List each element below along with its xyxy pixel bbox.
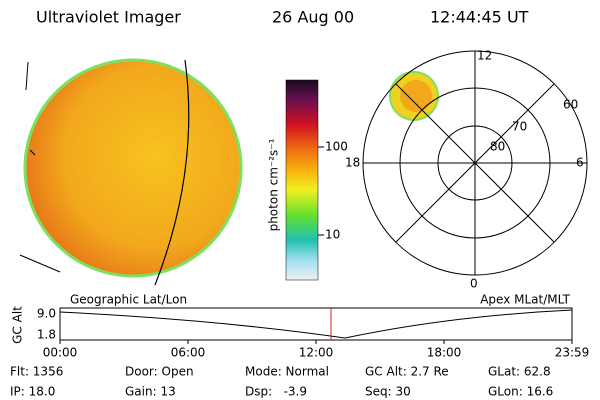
title: Ultraviolet Imager <box>36 8 181 27</box>
status-field: Dsp: -3.9 <box>245 385 307 399</box>
status-field: Door: Open <box>125 365 194 379</box>
colorbar-label: photon cm⁻²s⁻¹ <box>267 138 281 231</box>
track-left-label: Geographic Lat/Lon <box>70 293 187 307</box>
track-y-tick: 9.0 <box>37 307 56 321</box>
track-x-tick: 06:00 <box>171 346 206 360</box>
track-x-tick: 18:00 <box>427 346 462 360</box>
lat-label: 80 <box>490 140 505 154</box>
colorbar <box>285 79 319 281</box>
track-y-label: GC Alt <box>11 306 25 344</box>
mlt-label: 0 <box>470 277 478 291</box>
mlt-label: 6 <box>576 156 584 170</box>
status-field: GLat: 62.8 <box>488 365 551 379</box>
status-field: GC Alt: 2.7 Re <box>365 365 449 379</box>
time: 12:44:45 UT <box>430 8 529 27</box>
status-field: GLon: 16.6 <box>488 385 553 399</box>
status-field: IP: 18.0 <box>10 385 55 399</box>
track-frame <box>59 307 573 341</box>
status-field: Flt: 1356 <box>10 365 63 379</box>
date: 26 Aug 00 <box>272 8 354 27</box>
track-right-label: Apex MLat/MLT <box>480 293 570 307</box>
track-x-tick: 00:00 <box>43 346 78 360</box>
track-y-tick: 1.8 <box>37 328 56 342</box>
track-x-tick: 23:59 <box>555 346 590 360</box>
colorbar-tick-label: 10 <box>325 228 340 242</box>
status-field: Mode: Normal <box>245 365 329 379</box>
status-field: Seq: 30 <box>365 385 411 399</box>
earth-image <box>19 58 243 286</box>
track-x-tick: 12:00 <box>299 346 334 360</box>
colorbar-tick-label: 100 <box>325 140 348 154</box>
polar-plot <box>362 50 588 276</box>
lat-label: 60 <box>563 98 578 112</box>
status-field: Gain: 13 <box>125 385 176 399</box>
mlt-label: 18 <box>345 156 360 170</box>
mlt-label: 12 <box>477 49 492 63</box>
lat-label: 70 <box>512 120 527 134</box>
altitude-curve <box>59 309 573 339</box>
